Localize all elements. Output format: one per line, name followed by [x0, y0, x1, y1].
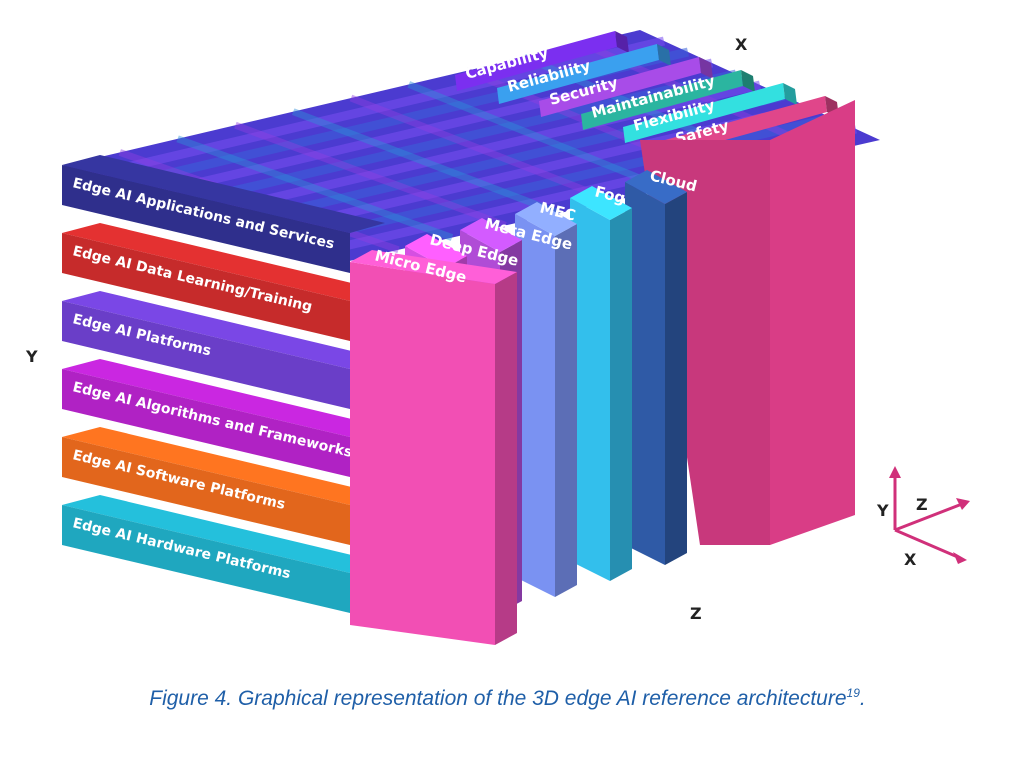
layer-slab-front: [62, 165, 350, 273]
layer-slab-top: [62, 427, 385, 505]
layer-slab-top: [62, 155, 385, 233]
layer-slab: Edge AI Software Platforms: [62, 427, 385, 545]
tier-slab-side: [610, 208, 632, 581]
attribute-slab-face: [623, 83, 785, 143]
tier-slab-front: [350, 262, 495, 645]
attribute-slab-side: [783, 83, 797, 105]
caption-reference: 19: [846, 686, 860, 700]
axis-gizmo: Y Z X: [876, 466, 970, 569]
top-grid-band: [174, 69, 738, 209]
tier-slab-top: [460, 218, 522, 252]
top-grid-band: [291, 108, 561, 217]
tier-slab: MEC: [515, 198, 577, 597]
top-grid-band: [89, 36, 666, 180]
attribute-slab-side: [741, 70, 755, 92]
top-grid-band: [176, 135, 454, 241]
figure-caption: Figure 4. Graphical representation of th…: [0, 686, 1015, 711]
axes-group: Y X Z Y Z X: [25, 35, 970, 623]
tier-slab-front: [625, 182, 665, 565]
attribute-slab-face: [455, 31, 617, 91]
tier-slab-top: [570, 186, 632, 220]
tier-slab: Cloud: [625, 166, 699, 565]
diagram-svg: CapabilityReliabilitySecurityMaintainabi…: [25, 30, 970, 645]
attribute-slab-face: [539, 57, 701, 117]
tier-slab: Micro Edge: [350, 246, 517, 645]
layer-slab-top: [62, 223, 385, 301]
axis-label-x-top: X: [735, 35, 748, 54]
attribute-slab-side: [699, 57, 713, 79]
tier-slab-front: [515, 214, 555, 597]
attribute-slab-face: [497, 44, 659, 104]
top-grid-band: [234, 121, 507, 229]
caption-end: .: [859, 687, 866, 710]
layer-slab-front: [62, 301, 350, 409]
tier-slab-side: [495, 272, 517, 645]
tier-slab-top: [625, 170, 687, 204]
tier-slab-front: [570, 198, 610, 581]
tier-slab-side: [555, 224, 577, 597]
caption-text: Figure 4. Graphical representation of th…: [149, 687, 847, 710]
attribute-slab-side: [615, 31, 629, 53]
layer-slab-front: [62, 369, 350, 477]
layer-slab-front: [62, 437, 350, 545]
tier-slab-top: [405, 234, 467, 268]
gizmo-label-y: Y: [876, 501, 889, 520]
axis-label-z-bottom: Z: [690, 604, 702, 623]
tier-slab-top: [350, 250, 517, 284]
gizmo-label-z: Z: [916, 495, 928, 514]
tier-slab-top: [515, 202, 577, 236]
layer-slab-front: [62, 233, 350, 341]
tier-slab-side: [665, 192, 687, 565]
top-grid-band: [407, 81, 668, 193]
architecture-diagram: Capability Reliability Security Maintainabi…: [25, 30, 970, 645]
attribute-slab-face: [581, 70, 743, 130]
layer-slab-front: [62, 505, 350, 613]
attribute-slab-side: [657, 44, 671, 66]
safety-back-face: [770, 100, 855, 545]
layer-slab-top: [62, 291, 385, 369]
axis-label-y: Y: [25, 347, 38, 366]
tier-slab: Fog: [570, 182, 632, 581]
top-grid-band: [349, 94, 614, 205]
layer-slab-top: [62, 359, 385, 437]
gizmo-label-x: X: [904, 550, 917, 569]
layer-slab-top: [62, 495, 385, 573]
